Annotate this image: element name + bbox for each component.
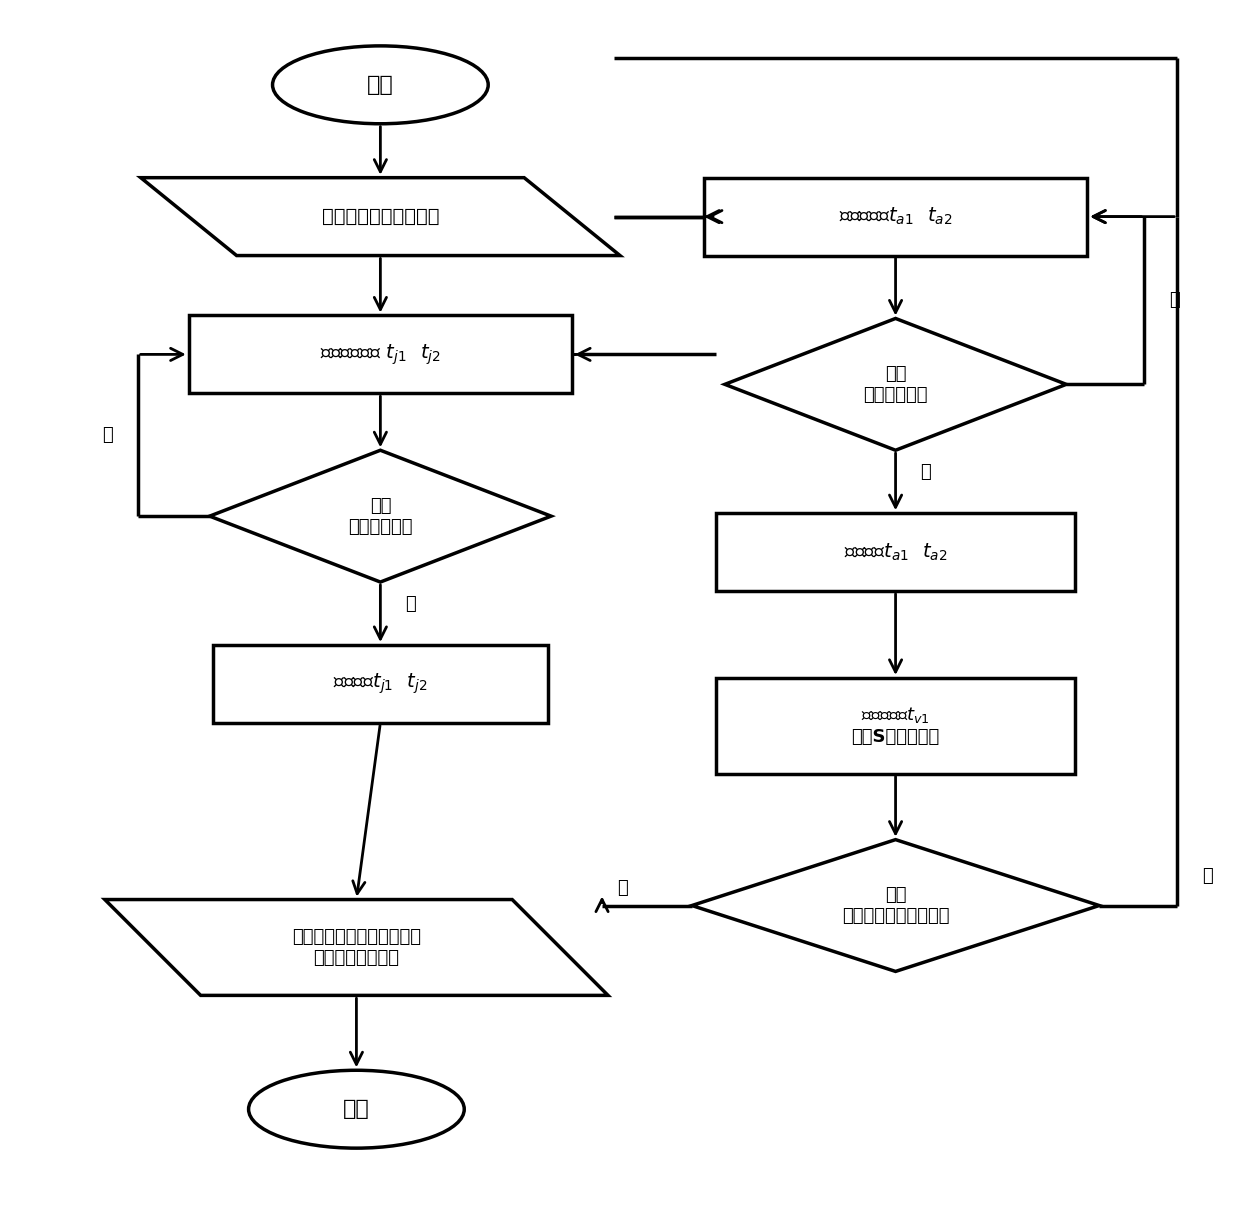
Bar	[212, 645, 548, 722]
Text: 根据公式求$t_{v1}$
求出S型速度曲线: 根据公式求$t_{v1}$ 求出S型速度曲线	[852, 705, 940, 747]
Text: 根据速度曲线进行插补运算
进而完成加工任务: 根据速度曲线进行插补运算 进而完成加工任务	[291, 928, 420, 967]
Text: 判断
迭代是否收敛: 判断 迭代是否收敛	[863, 365, 928, 404]
Text: 否: 否	[103, 427, 113, 445]
Polygon shape	[141, 178, 620, 256]
Text: 否: 否	[1169, 291, 1179, 309]
Text: 是: 是	[920, 463, 931, 481]
Text: 开始: 开始	[367, 75, 394, 95]
Text: 结束: 结束	[343, 1099, 370, 1119]
Text: 迭代修正$t_{j1}$  $t_{j2}$: 迭代修正$t_{j1}$ $t_{j2}$	[334, 671, 428, 696]
Text: 牛顿迭代法求 $t_{j1}$  $t_{j2}$: 牛顿迭代法求 $t_{j1}$ $t_{j2}$	[320, 342, 440, 367]
Bar	[715, 678, 1075, 773]
Text: 否: 否	[618, 879, 629, 897]
Text: 牛顿迭代求$t_{a1}$  $t_{a2}$: 牛顿迭代求$t_{a1}$ $t_{a2}$	[839, 206, 952, 228]
Polygon shape	[105, 899, 608, 995]
Polygon shape	[210, 450, 551, 582]
Text: 是: 是	[405, 595, 415, 612]
Text: 判断
是否存在其他待加工段: 判断 是否存在其他待加工段	[842, 886, 950, 925]
Text: 加工程序输入数控系统: 加工程序输入数控系统	[321, 207, 439, 227]
Bar	[188, 315, 572, 394]
Bar	[715, 513, 1075, 591]
Polygon shape	[692, 840, 1099, 972]
Bar	[704, 178, 1087, 256]
Ellipse shape	[273, 46, 489, 124]
Ellipse shape	[248, 1070, 464, 1148]
Text: 是: 是	[1202, 867, 1213, 885]
Polygon shape	[725, 319, 1066, 450]
Text: 迭代修正$t_{a1}$  $t_{a2}$: 迭代修正$t_{a1}$ $t_{a2}$	[843, 542, 947, 562]
Text: 判断
迭代是否收敛: 判断 迭代是否收敛	[348, 497, 413, 536]
